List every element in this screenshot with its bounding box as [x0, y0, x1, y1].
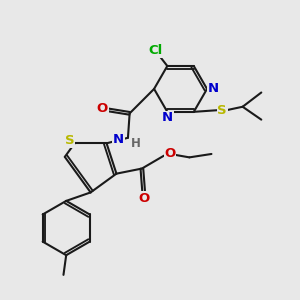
Text: N: N: [113, 133, 124, 146]
Text: S: S: [65, 134, 74, 147]
Text: N: N: [208, 82, 219, 95]
Text: N: N: [162, 112, 173, 124]
Text: O: O: [138, 192, 149, 205]
Text: Cl: Cl: [148, 44, 163, 57]
Text: O: O: [97, 102, 108, 115]
Text: O: O: [164, 148, 176, 160]
Text: H: H: [130, 137, 140, 150]
Text: S: S: [218, 103, 227, 117]
